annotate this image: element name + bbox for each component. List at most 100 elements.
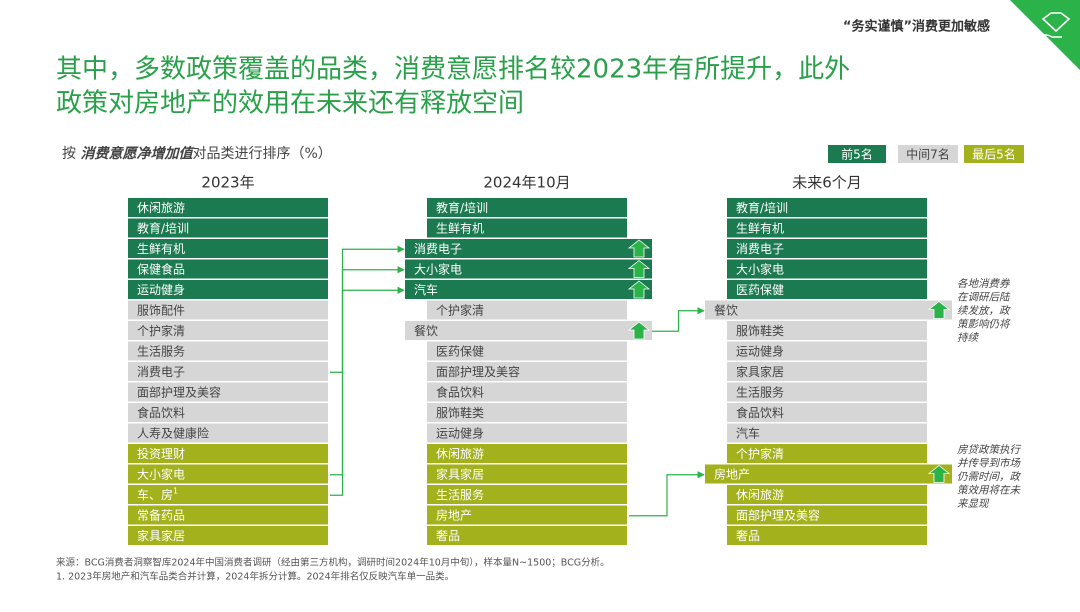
category-label: 服饰鞋类 (436, 405, 484, 420)
category-cell (427, 423, 627, 443)
annotation: 持续 (957, 332, 979, 344)
connector (629, 471, 705, 517)
category-cell (727, 444, 927, 463)
category-cell (427, 382, 627, 402)
category-cell (727, 526, 927, 545)
category-label: 餐饮 (714, 302, 738, 317)
category-label: 人寿及健康险 (137, 425, 209, 440)
legend-label: 中间7名 (906, 147, 950, 162)
category-cell (405, 239, 652, 258)
footnote: 1. 2023年房地产和汽车品类合并计算，2024年拆分计算。2024年排名仅反… (56, 571, 454, 583)
category-cell (727, 321, 927, 340)
category-label: 生鲜有机 (736, 221, 784, 235)
category-cell (128, 382, 328, 402)
subtitle: 按 消费意愿净增加值对品类进行排序（%） (62, 145, 332, 162)
category-cell (427, 526, 627, 545)
up-arrow (627, 280, 651, 299)
category-cell (128, 526, 328, 545)
corner-icon (1037, 12, 1071, 38)
category-cell (727, 198, 927, 217)
category-cell (128, 280, 328, 299)
category-label: 食品饮料 (436, 384, 484, 399)
category-label: 房地产 (714, 466, 750, 481)
category-label: 奢品 (436, 529, 460, 543)
category-cell (128, 218, 328, 238)
category-cell (727, 423, 927, 443)
category-label: 大小家电 (736, 261, 784, 276)
category-cell (128, 464, 328, 484)
column-header: 2024年10月 (483, 174, 570, 192)
category-cell (128, 239, 328, 258)
category-label: 消费电子 (137, 365, 185, 379)
category-label: 汽车 (736, 425, 760, 440)
category-label: 大小家电 (137, 466, 185, 481)
category-label: 个护家清 (736, 446, 784, 461)
legend-swatch (964, 145, 1024, 163)
category-cell (128, 485, 328, 504)
column-header: 未来6个月 (792, 174, 862, 192)
category-cell (427, 505, 627, 525)
superscript: 1 (173, 486, 178, 495)
connector (652, 307, 705, 332)
category-cell (727, 403, 927, 422)
category-label: 生活服务 (436, 487, 484, 502)
category-label: 休闲旅游 (736, 488, 784, 502)
category-label: 运动健身 (137, 282, 185, 297)
category-label: 消费电子 (414, 242, 462, 256)
footnote: 来源：BCG消费者洞察智库2024年中国消费者调研（经由第三方机构，调研时间20… (56, 557, 610, 569)
category-label: 面部护理及美容 (436, 364, 520, 379)
category-cell (727, 485, 927, 504)
category-cell (705, 300, 952, 320)
category-label: 家具家居 (736, 364, 784, 379)
category-cell (427, 300, 627, 320)
annotation: 续发放，政 (957, 305, 1011, 317)
up-arrow (627, 259, 651, 278)
category-cell (405, 259, 652, 279)
category-label: 服饰配件 (137, 303, 185, 317)
legend-label: 前5名 (841, 147, 873, 162)
annotation: 并传导到市场 (957, 458, 1021, 470)
category-cell (128, 259, 328, 279)
legend-swatch (828, 145, 886, 163)
category-label: 个护家清 (436, 302, 484, 317)
category-label: 车、房1 (137, 486, 178, 502)
category-cell (727, 341, 927, 361)
category-cell (128, 403, 328, 422)
category-cell (128, 505, 328, 525)
category-label: 消费电子 (736, 242, 784, 256)
category-label: 教育/培训 (436, 200, 488, 215)
category-cell (128, 300, 328, 320)
subtitle-emphasis: 消费意愿净增加值 (80, 145, 194, 162)
category-label: 运动健身 (736, 343, 784, 358)
category-cell (427, 198, 627, 217)
category-label: 保健食品 (137, 261, 185, 276)
annotation: 在调研后陆 (957, 292, 1011, 304)
category-label: 休闲旅游 (436, 447, 484, 461)
category-label: 医药保健 (436, 344, 484, 358)
column-header: 2023年 (201, 174, 254, 192)
up-arrow (927, 300, 951, 319)
category-cell (128, 444, 328, 463)
category-label: 家具家居 (436, 466, 484, 481)
category-cell (128, 341, 328, 361)
category-label: 个护家清 (137, 323, 185, 338)
subtitle-prefix: 按 (62, 146, 80, 162)
category-cell (427, 218, 627, 238)
subtitle-suffix: 对品类进行排序（%） (192, 146, 331, 162)
category-label: 餐饮 (414, 323, 438, 338)
legend-label: 最后5名 (972, 147, 1016, 162)
annotation: 房贷政策执行 (957, 444, 1021, 456)
category-label: 投资理财 (137, 446, 185, 461)
category-cell (427, 341, 627, 361)
category-label: 奢品 (736, 529, 760, 543)
up-arrow (927, 464, 951, 483)
category-cell (727, 362, 927, 381)
connector (330, 245, 405, 373)
category-label: 食品饮料 (137, 405, 185, 420)
category-cell (705, 464, 952, 484)
category-label: 生鲜有机 (137, 242, 185, 256)
annotation: 策影响仍将 (957, 319, 1011, 331)
category-label: 运动健身 (436, 425, 484, 440)
